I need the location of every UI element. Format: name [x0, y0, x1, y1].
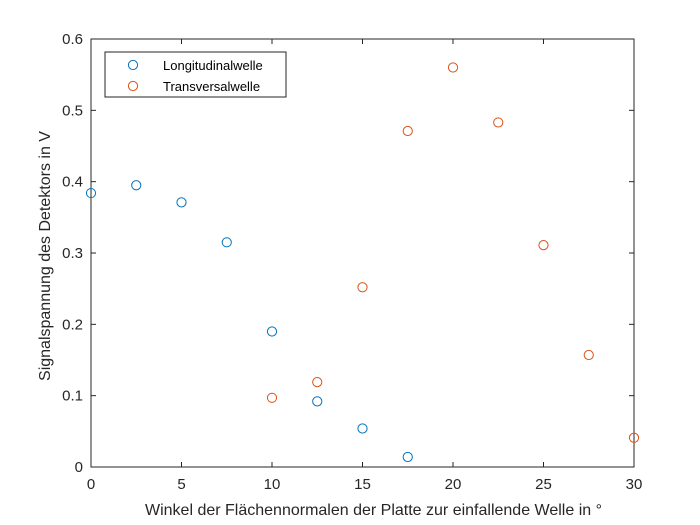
y-tick-label: 0.6	[62, 31, 83, 48]
marker-longitudinalwelle	[312, 396, 323, 407]
x-axis-label: Winkel der Flächennormalen der Platte zu…	[145, 502, 602, 519]
x-tick-label: 25	[535, 476, 552, 493]
y-axis-label: Signalspannung des Detektors in V	[37, 131, 54, 381]
y-tick-label: 0.3	[62, 245, 83, 262]
marker-transversalwelle	[312, 377, 323, 388]
data-markers	[85, 62, 640, 463]
legend-marker	[127, 80, 139, 92]
legend: Longitudinalwelle Transversalwelle	[104, 51, 287, 98]
plot-box	[90, 38, 635, 468]
legend-box	[104, 51, 287, 98]
marker-longitudinalwelle	[176, 197, 187, 208]
marker-transversalwelle	[493, 117, 504, 128]
y-tick-label: 0.4	[62, 174, 83, 191]
x-tick-label: 5	[177, 476, 185, 493]
marker-longitudinalwelle	[266, 326, 278, 337]
legend-marker	[127, 59, 139, 71]
marker-transversalwelle	[402, 125, 413, 137]
x-tick-label: 10	[264, 476, 281, 493]
legend-label: Transversalwelle	[163, 79, 260, 94]
marker-transversalwelle	[447, 62, 459, 73]
marker-longitudinalwelle	[221, 237, 232, 248]
marker-transversalwelle	[357, 282, 368, 293]
axes: 0 5 10 15 20 25 30 0 0.1 0.2 0.3 0.4 0.5 0.6	[62, 31, 642, 493]
marker-transversalwelle	[583, 349, 594, 361]
marker-transversalwelle	[538, 240, 549, 251]
plot-area	[90, 38, 635, 468]
marker-longitudinalwelle	[85, 187, 97, 199]
marker-transversalwelle	[628, 432, 640, 443]
y-tick-label: 0.1	[62, 388, 83, 405]
y-tick-label: 0	[75, 459, 83, 476]
legend-label: Longitudinalwelle	[163, 58, 263, 73]
marker-longitudinalwelle	[357, 423, 368, 434]
marker-longitudinalwelle	[402, 451, 413, 463]
x-tick-label: 15	[354, 476, 371, 493]
x-tick-label: 0	[87, 476, 95, 493]
y-tick-label: 0.2	[62, 316, 83, 333]
x-tick-label: 20	[445, 476, 462, 493]
x-tick-label: 30	[626, 476, 643, 493]
y-tick-label: 0.5	[62, 102, 83, 119]
marker-transversalwelle	[266, 392, 278, 403]
marker-longitudinalwelle	[131, 180, 142, 191]
